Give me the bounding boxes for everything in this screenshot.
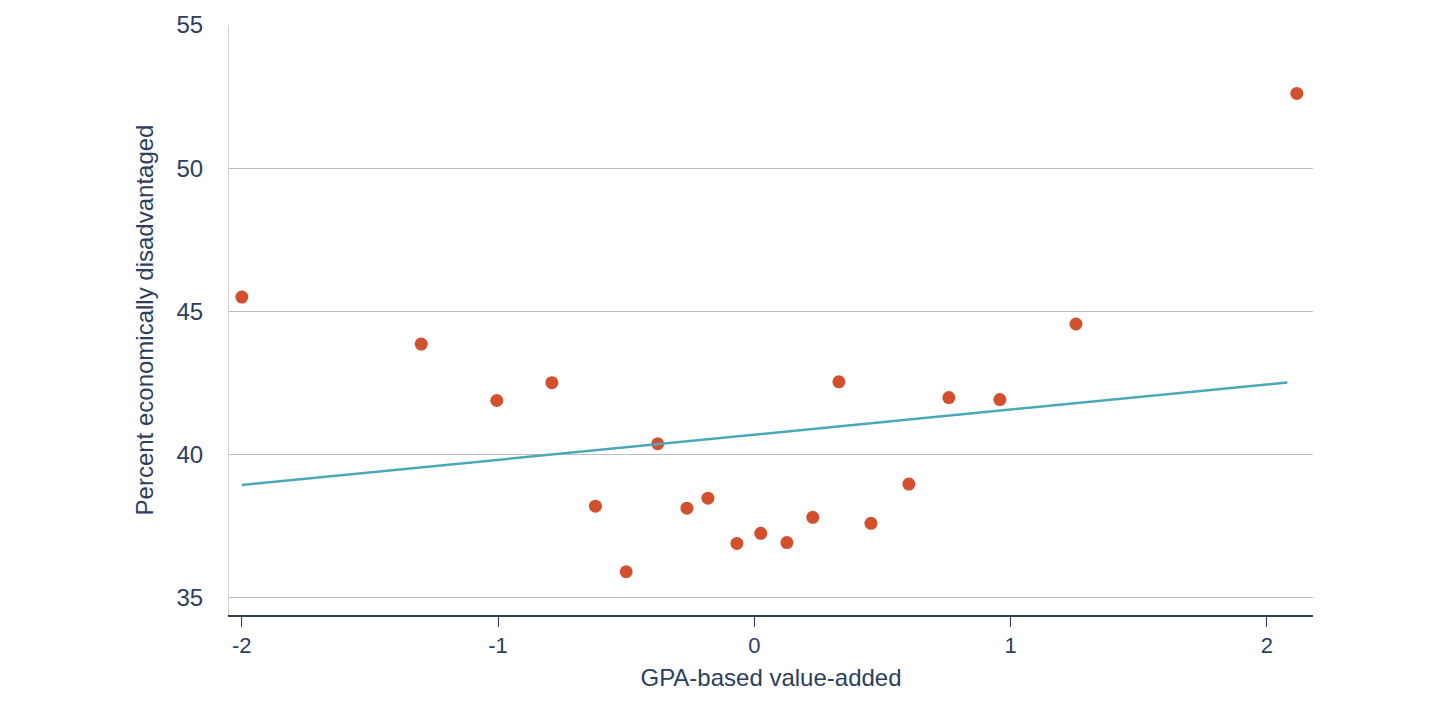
svg-text:50: 50 [176, 155, 203, 182]
svg-text:-2: -2 [232, 633, 252, 658]
svg-text:Percent economically disadvant: Percent economically disadvantaged [131, 125, 158, 516]
svg-text:55: 55 [176, 11, 203, 38]
svg-text:35: 35 [176, 584, 203, 611]
svg-text:40: 40 [176, 441, 203, 468]
svg-text:GPA-based value-added: GPA-based value-added [640, 664, 901, 691]
svg-text:45: 45 [176, 298, 203, 325]
svg-text:0: 0 [748, 633, 760, 658]
svg-text:-1: -1 [488, 633, 508, 658]
svg-text:1: 1 [1004, 633, 1016, 658]
svg-text:2: 2 [1261, 633, 1273, 658]
